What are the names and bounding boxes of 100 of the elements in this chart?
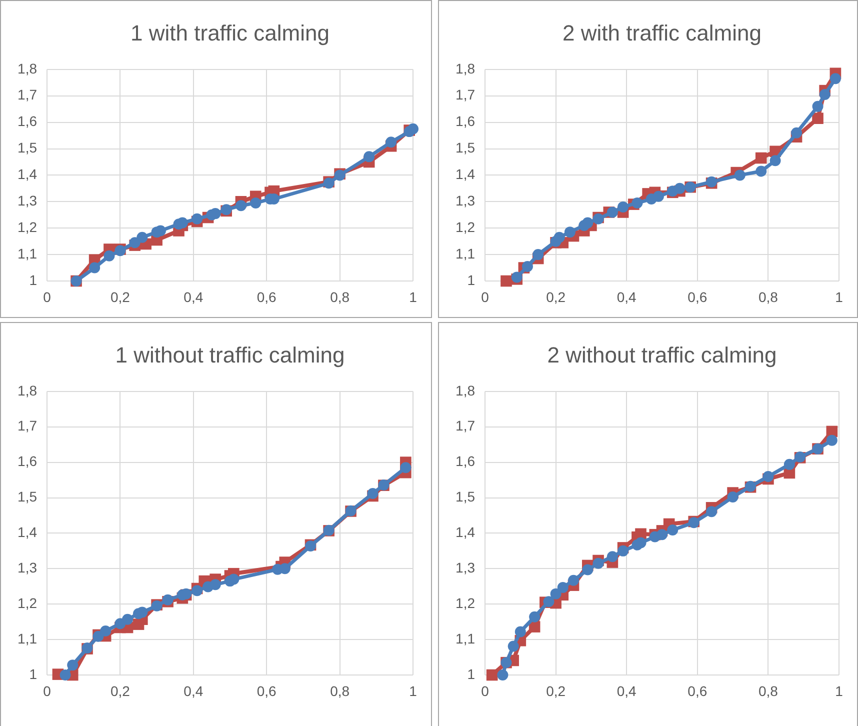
y-tick-label: 1,7	[18, 86, 38, 103]
point	[830, 73, 841, 84]
point	[486, 669, 498, 681]
y-tick-label: 1,4	[18, 166, 38, 182]
chart-title: 2 without traffic calming	[547, 342, 777, 368]
y-tick-label: 1,3	[18, 192, 38, 209]
point	[635, 537, 646, 548]
point	[706, 506, 718, 518]
x-tick-label: 0,4	[616, 682, 637, 699]
x-tick-label: 1	[409, 288, 418, 305]
point	[632, 197, 643, 208]
y-tick-label: 1	[29, 272, 38, 288]
y-tick-label: 1,5	[456, 140, 476, 156]
point	[554, 232, 565, 243]
point	[618, 545, 629, 556]
point	[656, 529, 668, 540]
x-tick-label: 0	[481, 288, 490, 305]
point	[192, 213, 203, 224]
x-tick-label: 0	[43, 288, 52, 305]
point	[791, 127, 802, 138]
x-tick-label: 1	[409, 682, 418, 699]
point	[386, 136, 397, 148]
y-tick-label: 1,5	[18, 140, 38, 156]
point	[532, 249, 544, 260]
x-tick-label: 0,2	[546, 682, 566, 699]
y-tick-label: 1,8	[18, 60, 38, 76]
y-tick-label: 1,1	[18, 245, 38, 262]
point	[812, 112, 824, 124]
x-tick-label: 0,4	[616, 288, 637, 305]
chart-title: 2 with traffic calming	[562, 20, 762, 46]
x-tick-label: 1	[835, 288, 844, 305]
point	[819, 89, 830, 100]
y-tick-label: 1,3	[456, 192, 476, 209]
x-tick-label: 0,8	[758, 682, 778, 699]
point	[755, 152, 767, 164]
x-tick-label: 0,6	[688, 288, 708, 305]
y-tick-label: 1	[467, 272, 476, 288]
point	[674, 182, 686, 194]
point	[618, 201, 629, 212]
point	[667, 524, 678, 536]
y-tick-label: 1,7	[456, 418, 476, 434]
y-tick-label: 1,2	[18, 218, 38, 235]
point	[192, 585, 203, 596]
point	[250, 197, 262, 208]
point	[606, 551, 618, 562]
point	[606, 206, 618, 218]
y-tick-label: 1,6	[18, 113, 38, 130]
point	[60, 670, 71, 680]
y-tick-label: 1,8	[456, 382, 476, 398]
x-tick-label: 0,2	[110, 288, 130, 305]
x-tick-label: 0,2	[110, 682, 130, 699]
point	[582, 217, 594, 228]
point	[67, 660, 78, 671]
x-tick-label: 0,6	[688, 682, 708, 699]
point	[122, 614, 134, 625]
x-tick-label: 0	[481, 682, 490, 699]
chart-title: 1 with traffic calming	[130, 20, 330, 46]
point	[550, 588, 562, 600]
point	[136, 232, 148, 243]
point	[529, 611, 540, 622]
point	[508, 640, 519, 652]
point	[784, 458, 795, 470]
x-tick-label: 0,6	[256, 288, 277, 305]
point	[826, 434, 838, 446]
y-tick-label: 1,3	[18, 560, 38, 576]
x-tick-label: 0,6	[256, 682, 277, 699]
point	[364, 151, 375, 162]
y-tick-label: 1	[467, 666, 476, 682]
point	[408, 123, 418, 134]
y-tick-label: 1,3	[456, 560, 476, 576]
y-tick-label: 1,1	[456, 245, 476, 262]
y-tick-label: 1,7	[456, 86, 476, 103]
y-tick-label: 1,6	[18, 453, 38, 470]
point	[727, 492, 738, 503]
x-tick-label: 0	[43, 682, 52, 699]
point	[652, 190, 664, 202]
point	[210, 579, 221, 590]
y-tick-label: 1	[29, 666, 38, 682]
y-tick-label: 1,1	[18, 630, 38, 646]
point	[100, 626, 112, 637]
point	[367, 488, 378, 499]
point	[564, 226, 576, 238]
point	[557, 582, 568, 593]
y-tick-label: 1,2	[456, 594, 476, 611]
chart-title: 1 without traffic calming	[115, 342, 345, 368]
point	[514, 626, 526, 638]
y-tick-label: 1,5	[456, 488, 476, 505]
x-tick-label: 0,4	[184, 288, 204, 305]
point	[812, 100, 824, 112]
point	[89, 262, 100, 274]
point	[136, 606, 148, 618]
y-tick-label: 1,8	[456, 60, 476, 76]
y-tick-label: 1,2	[456, 218, 476, 235]
x-tick-label: 0,8	[758, 288, 778, 305]
point	[592, 558, 604, 569]
point	[543, 596, 554, 608]
y-tick-label: 1,1	[456, 630, 476, 646]
y-tick-label: 1,4	[18, 524, 38, 540]
x-tick-label: 0,2	[546, 288, 566, 305]
x-tick-label: 0,8	[330, 682, 350, 699]
